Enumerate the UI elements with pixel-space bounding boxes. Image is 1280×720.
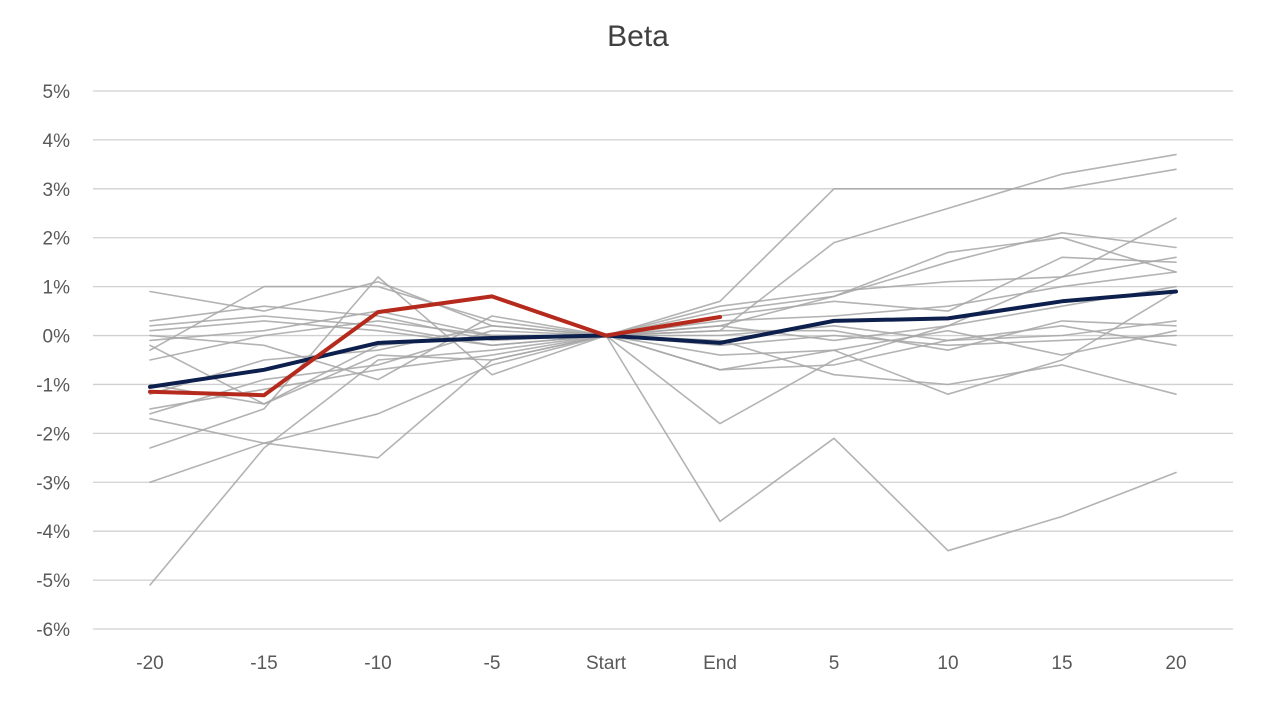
- y-tick-label: 1%: [43, 278, 71, 299]
- current-series-line: [148, 294, 722, 398]
- y-tick-label: -2%: [36, 424, 70, 445]
- background-series-line: [149, 329, 1177, 415]
- background-series-line: [149, 315, 1177, 381]
- y-tick-label: -5%: [36, 571, 70, 592]
- series-lines: [148, 153, 1178, 586]
- x-tick-label: -10: [364, 653, 391, 674]
- y-tick-label: -4%: [36, 522, 70, 543]
- background-series-line: [149, 310, 1177, 342]
- background-series-line: [149, 168, 1177, 586]
- chart-title: Beta: [607, 20, 669, 53]
- x-tick-label: Start: [586, 653, 627, 674]
- x-tick-label: End: [703, 653, 737, 674]
- y-tick-label: -1%: [36, 375, 70, 396]
- x-tick-label: -5: [484, 653, 501, 674]
- x-tick-label: 10: [937, 653, 958, 674]
- y-tick-label: 3%: [43, 180, 71, 201]
- y-tick-label: 5%: [43, 82, 71, 103]
- background-series-line: [149, 236, 1177, 484]
- background-series-line: [149, 280, 1177, 552]
- x-tick-label: 5: [829, 653, 840, 674]
- average-series-line: [148, 289, 1178, 389]
- y-tick-label: 2%: [43, 229, 71, 250]
- background-series-line: [149, 256, 1177, 410]
- background-series-line: [149, 305, 1177, 356]
- background-series-line: [149, 320, 1177, 371]
- x-tick-label: 20: [1165, 653, 1186, 674]
- y-tick-label: -3%: [36, 473, 70, 494]
- x-tick-label: 15: [1051, 653, 1072, 674]
- y-tick-label: -6%: [36, 620, 70, 641]
- y-tick-label: 0%: [43, 327, 71, 348]
- x-tick-label: -20: [136, 653, 163, 674]
- x-tick-label: -15: [250, 653, 277, 674]
- y-axis-tick-labels: 5% 4% 3% 2% 1% 0% -1% -2% -3% -4% -5% -6%: [36, 82, 70, 641]
- y-tick-label: 4%: [43, 131, 71, 152]
- x-axis-tick-labels: -20 -15 -10 -5 Start End 5 10 15 20: [136, 653, 1186, 674]
